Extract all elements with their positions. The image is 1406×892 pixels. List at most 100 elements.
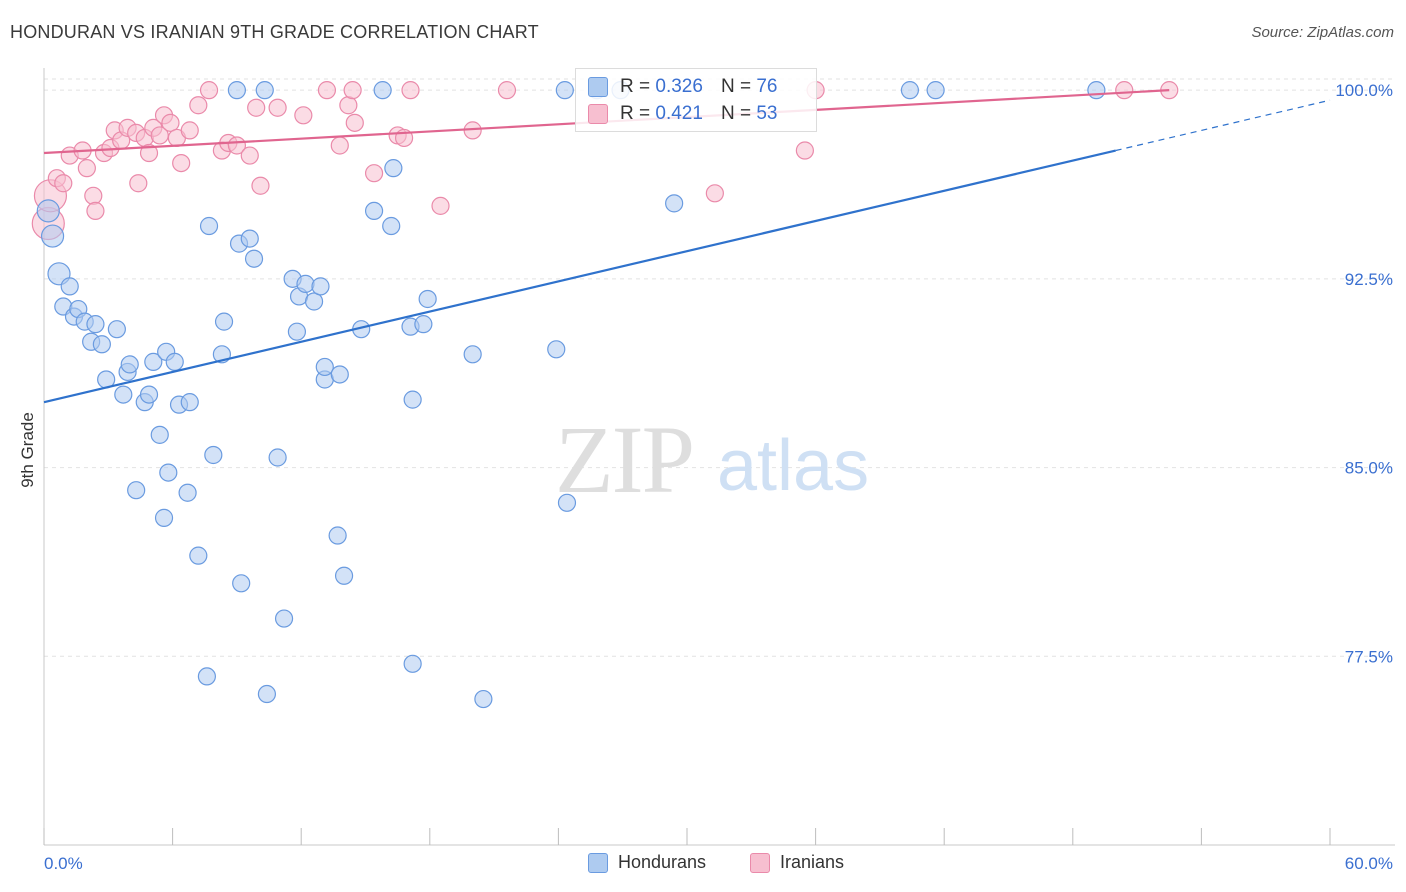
honduran-point	[315, 357, 334, 377]
honduran-point	[120, 355, 139, 374]
honduran-point	[40, 224, 65, 248]
honduran-point	[296, 274, 315, 293]
legend-n-value: 76	[756, 76, 778, 97]
honduran-point	[165, 352, 184, 371]
honduran-point	[139, 385, 159, 404]
legend-n-label: N =	[720, 103, 752, 124]
honduran-point	[414, 315, 433, 334]
honduran-point	[328, 526, 347, 545]
watermark-zip: ZIP	[555, 406, 693, 513]
honduran-point	[240, 229, 259, 248]
honduran-point	[474, 689, 493, 709]
honduran-point	[150, 425, 169, 444]
iranian-point	[1115, 81, 1134, 100]
legend-label-iranians: Iranians	[780, 852, 845, 872]
iranian-point	[364, 164, 384, 183]
honduran-point	[159, 463, 178, 482]
legend-r-value: 0.326	[655, 76, 703, 97]
iranian-point	[294, 106, 313, 125]
honduran-point	[547, 340, 566, 359]
honduran-point	[557, 493, 577, 512]
honduran-point	[214, 312, 234, 331]
iranian-point	[705, 184, 724, 203]
legend-swatch-hondurans	[588, 852, 608, 873]
iranian-point	[317, 81, 337, 100]
honduran-point	[665, 194, 684, 213]
watermark: ZIP atlas	[555, 406, 869, 513]
honduran-point	[86, 315, 105, 334]
honduran-point	[403, 390, 422, 409]
iranian-point	[268, 98, 287, 117]
x-tick-label: 0.0%	[44, 854, 83, 873]
honduran-point	[384, 159, 403, 178]
honduran-point	[900, 81, 920, 100]
honduran-point	[244, 249, 264, 268]
y-tick-label: 100.0%	[1335, 81, 1393, 100]
iranian-point	[180, 121, 199, 140]
legend-n-label: N =	[720, 76, 752, 97]
honduran-point	[382, 216, 401, 236]
honduran-point	[311, 277, 330, 296]
y-tick-label: 77.5%	[1345, 647, 1393, 666]
hondurans-points	[36, 81, 1106, 709]
x-tick-label: 60.0%	[1345, 854, 1393, 873]
iranian-point	[129, 174, 148, 193]
honduran-point	[274, 609, 294, 628]
iranian-point	[86, 201, 105, 221]
y-axis-label: 9th Grade	[18, 412, 37, 488]
legend-label-hondurans: Hondurans	[618, 852, 707, 872]
iranian-point	[84, 186, 103, 205]
series-legend: Hondurans Iranians	[0, 852, 1406, 878]
honduran-point	[92, 335, 111, 354]
honduran-point	[334, 566, 354, 585]
iranian-point	[54, 174, 73, 193]
iranian-point	[139, 143, 159, 163]
iranian-point	[330, 136, 349, 155]
honduran-point	[144, 352, 163, 371]
honduran-point	[555, 81, 574, 100]
honduran-point	[403, 654, 422, 673]
iranian-point	[345, 113, 364, 132]
chart-title: HONDURAN VS IRANIAN 9TH GRADE CORRELATIO…	[10, 22, 539, 42]
hondurans-trend-line-extension	[1115, 99, 1331, 152]
iranian-point	[431, 196, 450, 215]
honduran-point	[232, 574, 251, 593]
honduran-point	[227, 81, 246, 100]
hondurans-trend-line	[43, 149, 1116, 404]
honduran-point	[373, 81, 392, 100]
honduran-point	[926, 81, 945, 100]
honduran-point	[204, 445, 223, 465]
legend-row-iranians: R = 0.421 N = 53	[588, 100, 777, 128]
honduran-point	[107, 320, 126, 339]
watermark-atlas: atlas	[717, 426, 869, 506]
legend-n-value: 53	[756, 103, 778, 124]
honduran-point	[255, 81, 274, 100]
honduran-point	[60, 277, 79, 296]
honduran-point	[178, 483, 197, 502]
legend-item-hondurans[interactable]: Hondurans	[588, 852, 706, 873]
honduran-point	[189, 546, 208, 565]
iranian-point	[795, 141, 814, 160]
honduran-point	[36, 199, 60, 223]
iranian-point	[497, 81, 517, 100]
legend-item-iranians[interactable]: Iranians	[750, 852, 844, 873]
iranian-point	[199, 81, 219, 100]
source-credit: Source: ZipAtlas.com	[1251, 24, 1394, 41]
iranians-points	[31, 81, 1179, 241]
honduran-point	[114, 385, 133, 404]
iranian-point	[343, 81, 362, 100]
honduran-point	[330, 365, 349, 384]
honduran-point	[304, 292, 324, 311]
honduran-point	[197, 667, 216, 686]
honduran-point	[257, 684, 277, 704]
iranian-point	[339, 96, 358, 115]
legend-swatch-pink	[588, 104, 608, 124]
honduran-point	[154, 508, 174, 527]
iranian-point	[172, 154, 191, 173]
legend-r-value: 0.421	[655, 103, 703, 124]
iranian-point	[161, 113, 180, 132]
iranian-point	[251, 176, 270, 195]
legend-r-label: R =	[620, 103, 651, 124]
honduran-point	[1087, 81, 1106, 100]
